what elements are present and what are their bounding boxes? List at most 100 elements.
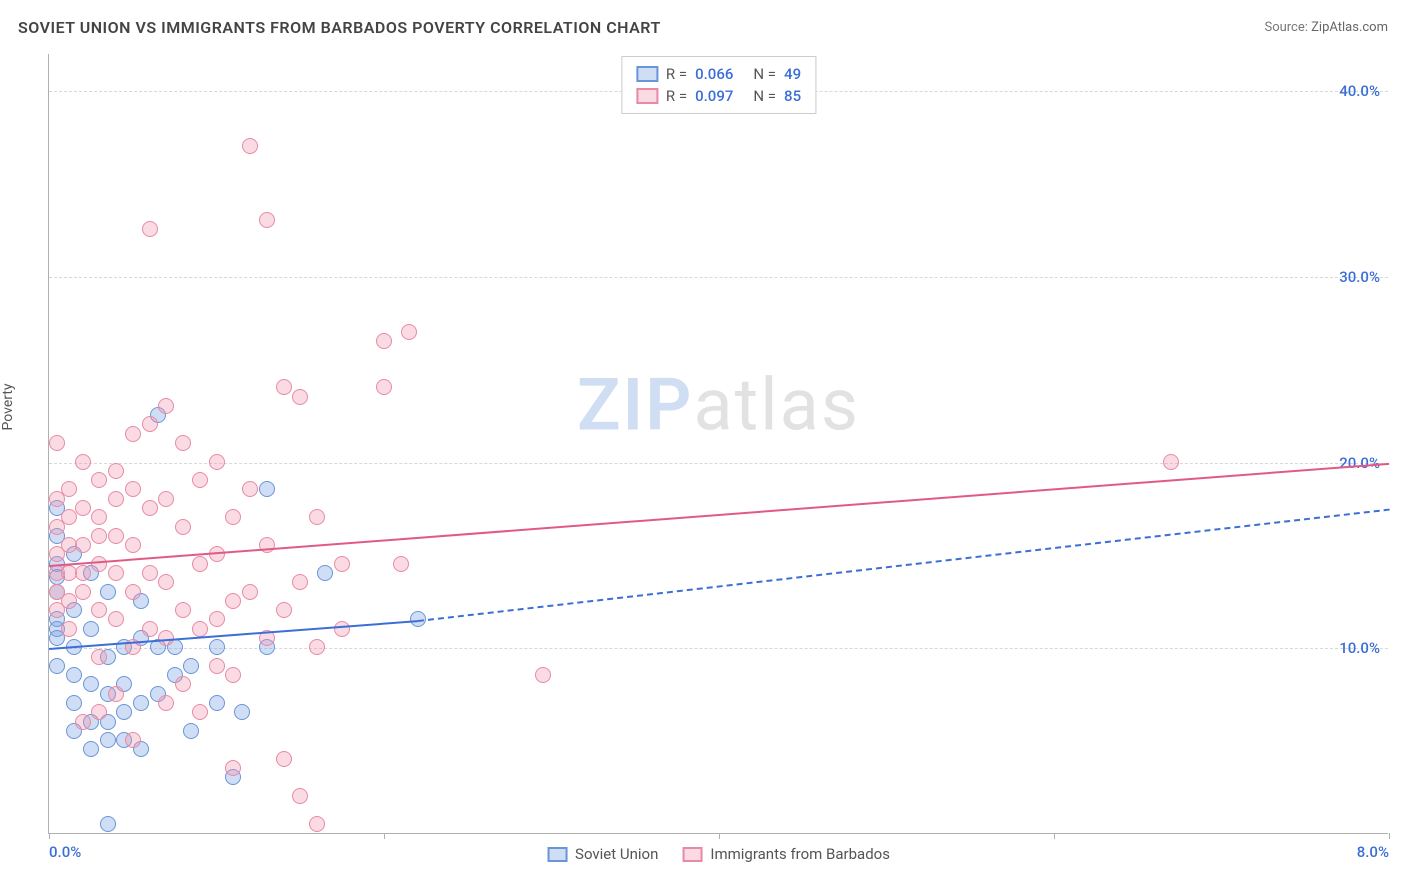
scatter-point: [91, 704, 107, 720]
scatter-point: [75, 454, 91, 470]
legend-label: Immigrants from Barbados: [710, 845, 890, 863]
scatter-point: [234, 704, 250, 720]
watermark-bold: ZIP: [577, 362, 693, 447]
legend-n-label: N =: [753, 65, 776, 83]
scatter-point: [142, 621, 158, 637]
x-tick-label: 8.0%: [1357, 843, 1389, 861]
legend-r-value: 0.097: [695, 87, 733, 105]
legend-row: R =0.066N =49: [636, 63, 801, 85]
legend-swatch: [547, 847, 567, 862]
scatter-point: [75, 565, 91, 581]
scatter-point: [209, 454, 225, 470]
scatter-point: [175, 602, 191, 618]
scatter-point: [292, 788, 308, 804]
scatter-point: [125, 426, 141, 442]
scatter-point: [535, 667, 551, 683]
scatter-point: [209, 658, 225, 674]
scatter-point: [158, 491, 174, 507]
x-tick-mark: [1389, 833, 1390, 839]
scatter-point: [49, 658, 65, 674]
scatter-point: [276, 379, 292, 395]
y-tick-label: 20.0%: [1339, 454, 1380, 472]
scatter-point: [401, 324, 417, 340]
scatter-point: [66, 667, 82, 683]
watermark: ZIPatlas: [577, 362, 860, 447]
scatter-point: [100, 816, 116, 832]
legend-item: Immigrants from Barbados: [682, 845, 890, 863]
scatter-point: [192, 556, 208, 572]
x-tick-mark: [1054, 833, 1055, 839]
scatter-point: [100, 732, 116, 748]
legend-series: Soviet Union Immigrants from Barbados: [547, 845, 890, 863]
scatter-point: [142, 416, 158, 432]
scatter-point: [292, 574, 308, 590]
scatter-point: [192, 704, 208, 720]
source-link[interactable]: ZipAtlas.com: [1311, 20, 1388, 35]
scatter-point: [225, 509, 241, 525]
y-tick-label: 10.0%: [1339, 639, 1380, 657]
y-tick-label: 30.0%: [1339, 268, 1380, 286]
legend-swatch: [682, 847, 702, 862]
scatter-point: [317, 565, 333, 581]
scatter-point: [242, 584, 258, 600]
x-tick-mark: [49, 833, 50, 839]
scatter-point: [225, 760, 241, 776]
scatter-point: [334, 556, 350, 572]
scatter-point: [125, 584, 141, 600]
scatter-point: [108, 491, 124, 507]
scatter-point: [91, 556, 107, 572]
scatter-point: [100, 584, 116, 600]
scatter-point: [125, 537, 141, 553]
scatter-point: [61, 481, 77, 497]
scatter-point: [66, 695, 82, 711]
regression-line: [49, 463, 1389, 567]
x-tick-mark: [719, 833, 720, 839]
legend-label: Soviet Union: [575, 845, 658, 863]
scatter-point: [49, 435, 65, 451]
scatter-point: [276, 751, 292, 767]
x-tick-mark: [384, 833, 385, 839]
scatter-point: [108, 611, 124, 627]
legend-r-label: R =: [666, 65, 687, 83]
scatter-point: [83, 621, 99, 637]
scatter-point: [309, 639, 325, 655]
scatter-point: [183, 723, 199, 739]
scatter-point: [75, 500, 91, 516]
scatter-point: [108, 463, 124, 479]
scatter-point: [158, 398, 174, 414]
scatter-point: [158, 695, 174, 711]
scatter-point: [225, 667, 241, 683]
source-prefix: Source:: [1264, 20, 1311, 35]
scatter-point: [91, 649, 107, 665]
gridline: [49, 277, 1388, 278]
scatter-point: [142, 221, 158, 237]
chart-title: SOVIET UNION VS IMMIGRANTS FROM BARBADOS…: [18, 18, 661, 37]
chart-header: SOVIET UNION VS IMMIGRANTS FROM BARBADOS…: [18, 18, 1388, 37]
legend-n-label: N =: [753, 87, 776, 105]
scatter-point: [108, 565, 124, 581]
scatter-point: [108, 686, 124, 702]
scatter-point: [142, 565, 158, 581]
scatter-point: [242, 481, 258, 497]
scatter-plot: ZIPatlas R =0.066N =49R =0.097N =85 Sovi…: [48, 54, 1388, 834]
scatter-point: [209, 611, 225, 627]
scatter-point: [376, 379, 392, 395]
x-tick-label: 0.0%: [49, 843, 81, 861]
legend-n-value: 85: [784, 87, 801, 105]
y-axis-label: Poverty: [0, 383, 16, 430]
scatter-point: [83, 676, 99, 692]
scatter-point: [376, 333, 392, 349]
scatter-point: [91, 602, 107, 618]
scatter-point: [125, 481, 141, 497]
chart-source: Source: ZipAtlas.com: [1264, 20, 1388, 35]
scatter-point: [259, 212, 275, 228]
watermark-rest: atlas: [693, 362, 860, 447]
scatter-point: [1163, 454, 1179, 470]
legend-swatch: [636, 88, 658, 104]
scatter-point: [91, 472, 107, 488]
scatter-point: [309, 509, 325, 525]
scatter-point: [142, 500, 158, 516]
scatter-point: [133, 695, 149, 711]
scatter-point: [91, 509, 107, 525]
scatter-point: [75, 584, 91, 600]
